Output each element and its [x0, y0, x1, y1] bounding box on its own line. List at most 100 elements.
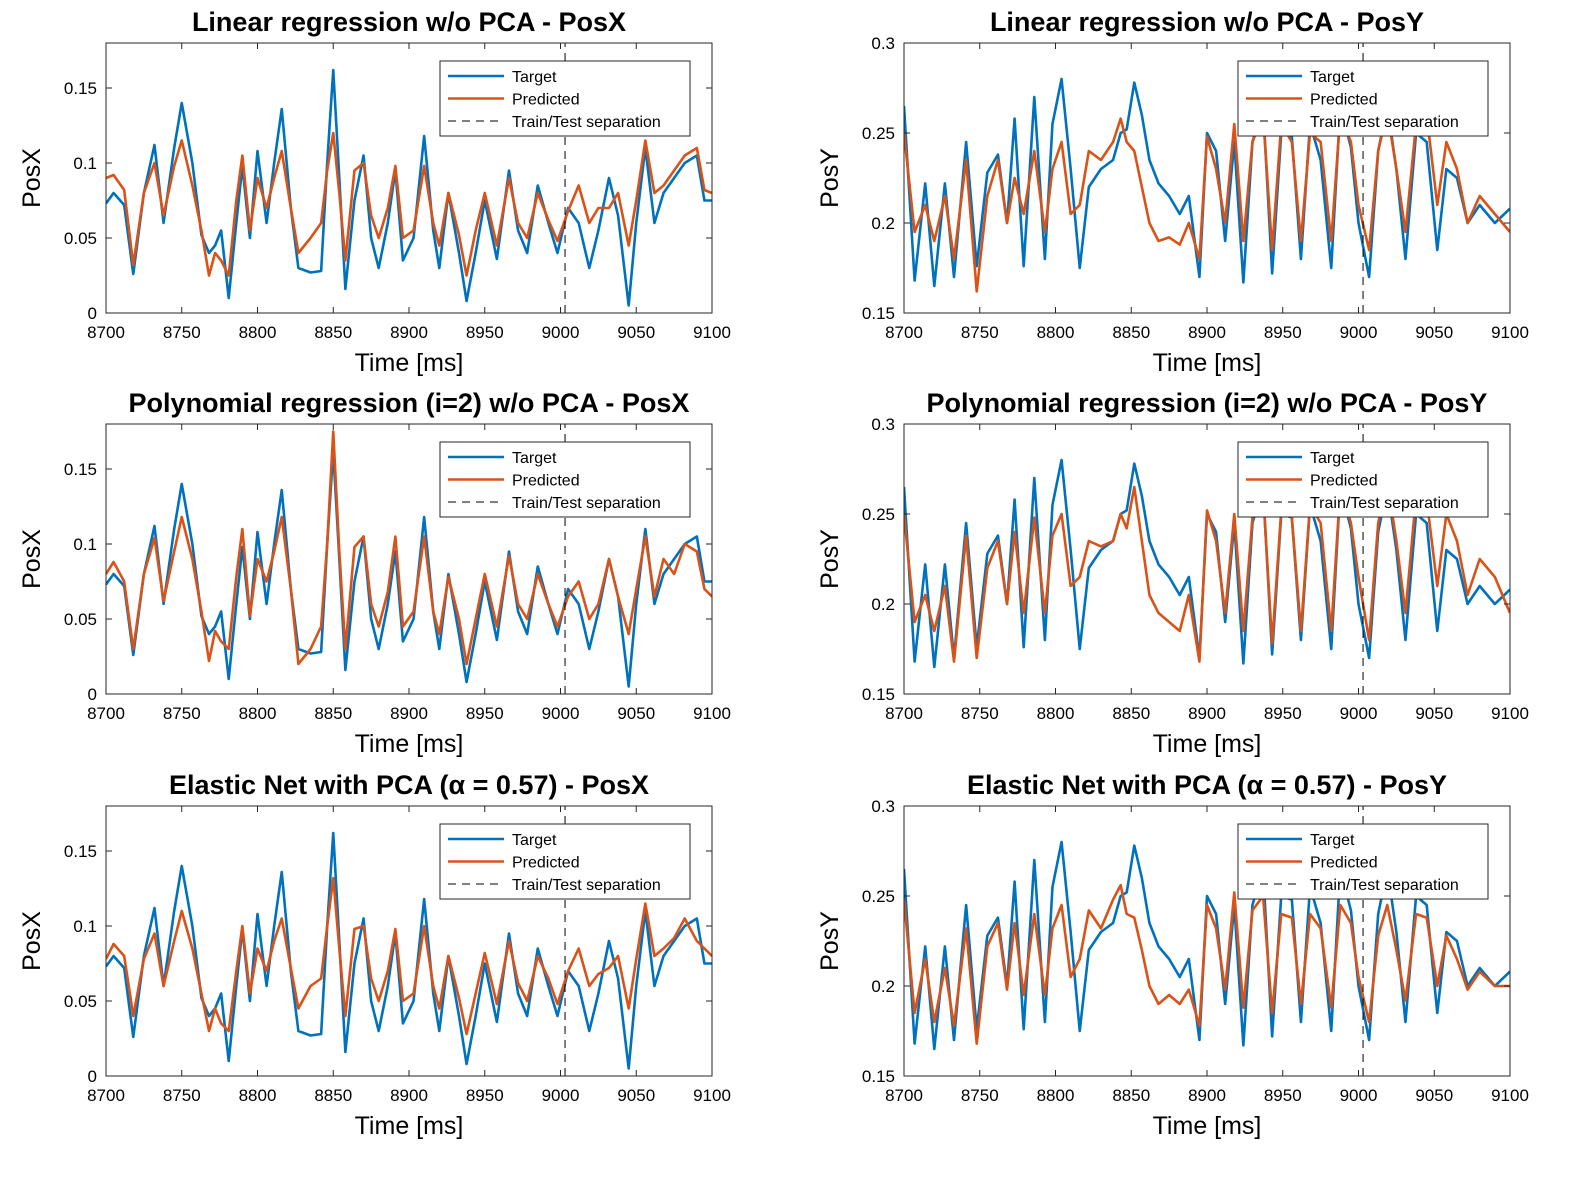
x-axis-label: Time [ms]: [355, 1112, 464, 1140]
y-axis-label: PosY: [816, 148, 844, 208]
chart-title: Polynomial regression (i=2) w/o PCA - Po…: [927, 388, 1488, 418]
x-tick-label: 8900: [390, 1086, 428, 1105]
x-tick-label: 9050: [617, 704, 655, 723]
x-tick-label: 9000: [1340, 323, 1378, 342]
x-tick-label: 8850: [1112, 323, 1150, 342]
y-tick-label: 0.05: [64, 992, 97, 1011]
y-tick-label: 0.2: [871, 214, 895, 233]
y-tick-label: 0.15: [64, 79, 97, 98]
x-tick-label: 8850: [314, 704, 352, 723]
legend-label: Predicted: [512, 855, 580, 872]
x-axis-label: Time [ms]: [355, 730, 464, 758]
chart-panel-2: 8700 8750 8800 8850 8900 8950 9000 9050 9100 0.15…: [816, 7, 1529, 377]
chart-title: Polynomial regression (i=2) w/o PCA - Po…: [129, 388, 690, 418]
x-tick-label: 9000: [542, 1086, 580, 1105]
x-tick-label: 9100: [693, 704, 731, 723]
y-tick-label: 0.15: [64, 842, 97, 861]
x-tick-label: 8900: [390, 704, 428, 723]
y-tick-label: 0.3: [871, 34, 895, 53]
chart-panel-5: 8700 8750 8800 8850 8900 8950 9000 9050 9100 0 0.0…: [18, 770, 731, 1140]
predicted-series-line: [106, 430, 712, 666]
x-tick-label: 8700: [885, 704, 923, 723]
x-tick-label: 9100: [1491, 704, 1529, 723]
x-tick-label: 8950: [466, 323, 504, 342]
legend-label: Predicted: [512, 92, 580, 109]
x-tick-label: 9000: [542, 704, 580, 723]
x-tick-label: 8750: [961, 1086, 999, 1105]
chart-panel-4: 8700 8750 8800 8850 8900 8950 9000 9050 9100 0.15…: [816, 388, 1529, 758]
y-tick-label: 0.15: [862, 1067, 895, 1086]
x-tick-label: 9050: [617, 1086, 655, 1105]
chart-title: Elastic Net with PCA (α = 0.57) - PosX: [169, 770, 649, 800]
legend-label: Train/Test separation: [1310, 495, 1459, 512]
x-axis-label: Time [ms]: [355, 349, 464, 377]
predicted-series-line: [106, 131, 712, 277]
y-tick-label: 0.15: [862, 685, 895, 704]
y-tick-label: 0.3: [871, 415, 895, 434]
x-tick-label: 8750: [163, 1086, 201, 1105]
chart-panel-1: 8700 8750 8800 8850 8900 8950 9000 9050 9100 0 0.0…: [18, 7, 731, 377]
x-tick-label: 8700: [87, 323, 125, 342]
legend-label: Train/Test separation: [512, 114, 661, 131]
target-series-line: [106, 831, 712, 1070]
legend-label: Target: [512, 832, 557, 849]
legend: Target Predicted Train/Test separation: [1237, 60, 1489, 137]
legend: Target Predicted Train/Test separation: [1237, 441, 1489, 518]
predicted-series-line: [106, 876, 712, 1036]
x-tick-label: 8900: [1188, 704, 1226, 723]
legend: Target Predicted Train/Test separation: [439, 823, 691, 900]
y-tick-label: 0.2: [871, 977, 895, 996]
x-tick-label: 8950: [466, 704, 504, 723]
y-axis-label: PosX: [18, 529, 46, 589]
x-tick-label: 9050: [1415, 704, 1453, 723]
legend-label: Predicted: [512, 473, 580, 490]
x-tick-label: 8850: [314, 1086, 352, 1105]
y-tick-label: 0: [88, 304, 97, 323]
x-tick-label: 8850: [1112, 1086, 1150, 1105]
legend-label: Predicted: [1310, 473, 1378, 490]
chart-title: Linear regression w/o PCA - PosY: [990, 7, 1424, 37]
x-tick-label: 8700: [87, 1086, 125, 1105]
x-axis-label: Time [ms]: [1153, 349, 1262, 377]
chart-title: Linear regression w/o PCA - PosX: [192, 7, 626, 37]
x-tick-label: 8850: [1112, 704, 1150, 723]
chart-title: Elastic Net with PCA (α = 0.57) - PosY: [967, 770, 1447, 800]
x-tick-label: 9100: [1491, 323, 1529, 342]
y-tick-label: 0.25: [862, 124, 895, 143]
x-tick-label: 8700: [885, 323, 923, 342]
legend-label: Target: [1310, 832, 1355, 849]
y-tick-label: 0.15: [862, 304, 895, 323]
x-tick-label: 8800: [1037, 323, 1075, 342]
y-axis-label: PosY: [816, 529, 844, 589]
x-tick-label: 8700: [885, 1086, 923, 1105]
legend-label: Target: [512, 69, 557, 86]
legend-label: Predicted: [1310, 855, 1378, 872]
x-axis-label: Time [ms]: [1153, 1112, 1262, 1140]
y-axis-label: PosX: [18, 148, 46, 208]
legend-label: Train/Test separation: [512, 495, 661, 512]
x-tick-label: 9000: [1340, 1086, 1378, 1105]
predicted-series-line: [904, 110, 1510, 293]
x-tick-label: 8800: [1037, 1086, 1075, 1105]
legend-label: Target: [512, 450, 557, 467]
legend-label: Target: [1310, 450, 1355, 467]
x-tick-label: 8750: [163, 704, 201, 723]
x-tick-label: 8700: [87, 704, 125, 723]
x-tick-label: 8800: [239, 1086, 277, 1105]
x-tick-label: 9100: [1491, 1086, 1529, 1105]
x-tick-label: 8950: [466, 1086, 504, 1105]
x-tick-label: 8950: [1264, 704, 1302, 723]
y-tick-label: 0.25: [862, 887, 895, 906]
x-tick-label: 8850: [314, 323, 352, 342]
chart-panel-3: 8700 8750 8800 8850 8900 8950 9000 9050 9100 0 0.0…: [18, 388, 731, 758]
y-axis-label: PosY: [816, 911, 844, 971]
predicted-series-line: [904, 883, 1510, 1045]
target-series-line: [904, 840, 1510, 1051]
x-tick-label: 8750: [163, 323, 201, 342]
y-tick-label: 0.05: [64, 229, 97, 248]
x-tick-label: 8800: [239, 323, 277, 342]
y-tick-label: 0.15: [64, 460, 97, 479]
legend-label: Train/Test separation: [1310, 877, 1459, 894]
target-series-line: [106, 68, 712, 307]
